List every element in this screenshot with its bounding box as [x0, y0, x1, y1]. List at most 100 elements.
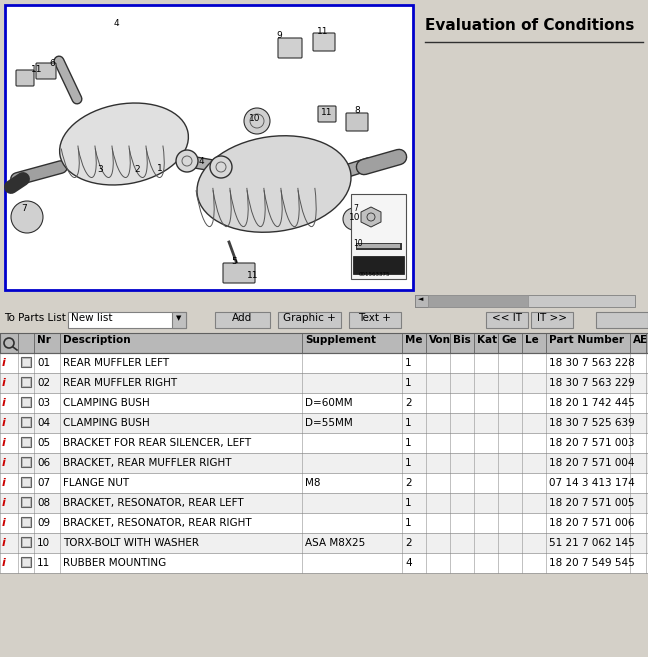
Circle shape: [176, 150, 198, 172]
Text: 6: 6: [49, 59, 54, 68]
FancyBboxPatch shape: [313, 33, 335, 51]
Text: 7: 7: [353, 204, 358, 213]
Text: 11: 11: [321, 108, 332, 117]
Bar: [22, 378, 30, 386]
Text: 10: 10: [37, 538, 50, 548]
Text: 11: 11: [31, 65, 43, 74]
FancyBboxPatch shape: [318, 106, 336, 122]
Bar: [486, 312, 528, 328]
Text: BRACKET, RESONATOR, REAR RIGHT: BRACKET, RESONATOR, REAR RIGHT: [63, 518, 251, 528]
Text: 2: 2: [134, 165, 139, 174]
Bar: [0, 513, 648, 533]
Text: i: i: [2, 478, 6, 488]
Ellipse shape: [60, 103, 189, 185]
Text: 1: 1: [405, 498, 411, 508]
Text: CLAMPING BUSH: CLAMPING BUSH: [63, 418, 150, 428]
Bar: [22, 518, 30, 526]
Ellipse shape: [197, 136, 351, 233]
Circle shape: [244, 108, 270, 134]
Text: 06: 06: [37, 458, 50, 468]
Text: AE: AE: [633, 335, 648, 345]
Bar: [172, 312, 186, 328]
Text: i: i: [2, 438, 6, 448]
Bar: [215, 312, 270, 328]
Text: 2: 2: [405, 478, 411, 488]
Bar: [353, 256, 404, 274]
Bar: [21, 457, 31, 467]
Text: BRACKET, RESONATOR, REAR LEFT: BRACKET, RESONATOR, REAR LEFT: [63, 498, 244, 508]
Text: Kat: Kat: [477, 335, 497, 345]
Text: Nr: Nr: [37, 335, 51, 345]
Text: CLAMPING BUSH: CLAMPING BUSH: [63, 398, 150, 408]
Bar: [21, 437, 31, 447]
Bar: [0, 553, 648, 573]
Text: Bis: Bis: [453, 335, 470, 345]
Text: 3: 3: [97, 165, 103, 174]
Text: i: i: [2, 518, 6, 528]
Bar: [21, 477, 31, 487]
Text: 1: 1: [405, 458, 411, 468]
Text: 11: 11: [247, 271, 259, 280]
Text: 18 20 7 571 006: 18 20 7 571 006: [549, 518, 634, 528]
Bar: [22, 418, 30, 426]
Text: i: i: [2, 378, 6, 388]
Bar: [21, 377, 31, 387]
Text: 18 30 7 563 229: 18 30 7 563 229: [549, 378, 635, 388]
Text: Part Number: Part Number: [549, 335, 624, 345]
Text: << IT: << IT: [492, 313, 522, 323]
Text: 09: 09: [37, 518, 50, 528]
Text: 1: 1: [157, 164, 163, 173]
Text: i: i: [2, 498, 6, 508]
Text: 07 14 3 413 174: 07 14 3 413 174: [549, 478, 635, 488]
Text: 18 20 7 571 005: 18 20 7 571 005: [549, 498, 634, 508]
Bar: [68, 312, 186, 328]
Text: To Parts List: To Parts List: [4, 313, 66, 323]
Text: i: i: [2, 398, 6, 408]
Text: 03: 03: [37, 398, 50, 408]
Bar: [5, 5, 413, 290]
Text: ASA M8X25: ASA M8X25: [305, 538, 365, 548]
Text: 5: 5: [231, 257, 237, 266]
Text: TORX-BOLT WITH WASHER: TORX-BOLT WITH WASHER: [63, 538, 199, 548]
Bar: [0, 473, 648, 493]
Text: 4: 4: [114, 19, 120, 28]
Text: 51 21 7 062 145: 51 21 7 062 145: [549, 538, 635, 548]
Text: 7: 7: [21, 204, 27, 213]
FancyBboxPatch shape: [16, 70, 34, 86]
Bar: [0, 413, 648, 433]
Text: ◄: ◄: [418, 296, 423, 302]
Text: 1: 1: [405, 358, 411, 368]
Circle shape: [210, 156, 232, 178]
Text: 1: 1: [405, 518, 411, 528]
Bar: [415, 295, 635, 307]
Text: 4: 4: [199, 157, 205, 166]
Bar: [21, 537, 31, 547]
Text: Le: Le: [525, 335, 538, 345]
Text: REAR MUFFLER RIGHT: REAR MUFFLER RIGHT: [63, 378, 177, 388]
Text: 05: 05: [37, 438, 50, 448]
Text: 08: 08: [37, 498, 50, 508]
Bar: [22, 438, 30, 446]
Text: 1: 1: [405, 418, 411, 428]
Text: Add: Add: [232, 313, 252, 323]
Bar: [22, 458, 30, 466]
Text: i: i: [2, 418, 6, 428]
Text: Ge: Ge: [501, 335, 516, 345]
Text: 04: 04: [37, 418, 50, 428]
Text: 18 30 7 563 228: 18 30 7 563 228: [549, 358, 635, 368]
Text: IT >>: IT >>: [537, 313, 567, 323]
Bar: [0, 453, 648, 473]
Bar: [428, 295, 528, 307]
Text: 1: 1: [405, 438, 411, 448]
Bar: [22, 358, 30, 366]
Text: 001563375: 001563375: [359, 272, 391, 277]
Text: BRACKET, REAR MUFFLER RIGHT: BRACKET, REAR MUFFLER RIGHT: [63, 458, 231, 468]
Bar: [21, 397, 31, 407]
Bar: [21, 497, 31, 507]
Text: Text +: Text +: [358, 313, 391, 323]
Text: Me: Me: [405, 335, 422, 345]
Bar: [21, 557, 31, 567]
Text: 07: 07: [37, 478, 50, 488]
Circle shape: [11, 201, 43, 233]
Bar: [415, 295, 428, 307]
